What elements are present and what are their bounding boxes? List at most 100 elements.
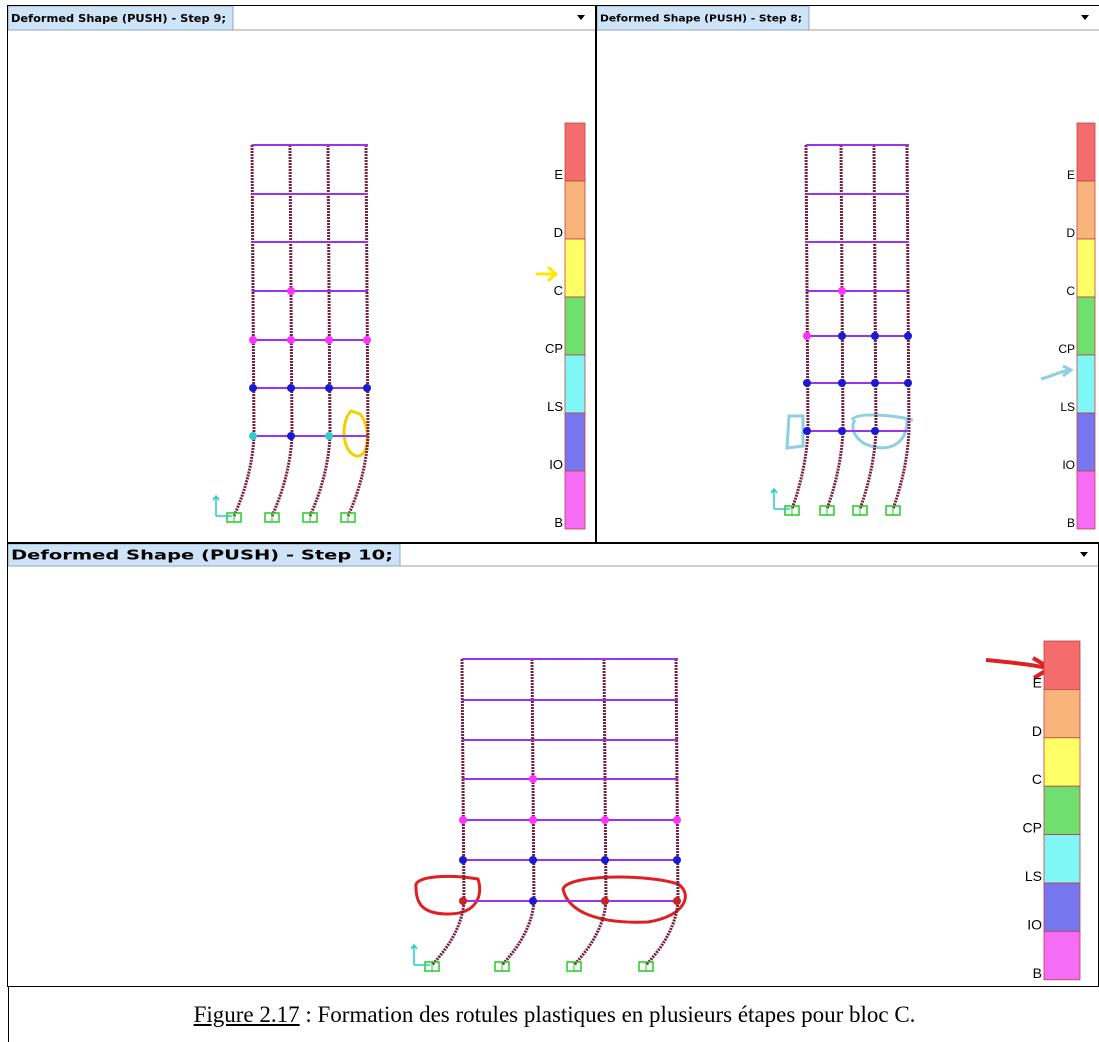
legend-label: LS [547,399,563,414]
column [310,145,330,516]
legend-label: C [1032,771,1042,787]
legend-swatch [1044,641,1080,689]
legend-swatch [1044,883,1080,931]
hinge [529,816,537,824]
legend-label: B [1033,965,1042,981]
legend-swatch [565,123,585,181]
legend-swatch [1077,181,1095,239]
hinge [803,427,811,435]
annotation-arrow [1041,366,1071,379]
legend-label: C [1066,284,1075,298]
legend-label: LS [1060,400,1075,414]
legend-swatch [1044,786,1080,834]
hinge [673,897,681,905]
legend-swatch [1044,835,1080,883]
column [893,145,909,509]
page: Deformed Shape (PUSH) - Step 9;EDCCPLSIO… [0,0,1099,1041]
legend-label: B [1067,516,1075,530]
column [502,659,534,965]
hinge [904,379,912,387]
hinge [838,287,846,295]
hinge [838,332,846,340]
legend-swatch [1077,471,1095,529]
legend-label: E [1067,168,1075,182]
figure-number: Figure 2.17 [194,1002,300,1027]
hinge [803,379,811,387]
column [860,145,876,509]
caption-text: : Formation des rotules plastiques en pl… [300,1002,916,1027]
legend-swatch [565,297,585,355]
hinge [529,775,537,783]
hinge [287,432,295,440]
viewport-canvas: Deformed Shape (PUSH) - Step 9;EDCCPLSIO… [8,6,595,542]
legend-swatch [1077,297,1095,355]
hinge [601,816,609,824]
annotation-arrow [536,267,556,281]
hinge [529,856,537,864]
hinge [673,856,681,864]
annotation-circle [787,416,803,448]
tab-title: Deformed Shape (PUSH) - Step 8; [600,14,802,25]
legend-label: B [554,515,563,530]
viewport-canvas: Deformed Shape (PUSH) - Step 10;EDCCPLSI… [8,544,1098,986]
legend-label: IO [549,457,563,472]
hinge [601,897,609,905]
viewport-canvas: Deformed Shape (PUSH) - Step 8;EDCCPLSIO… [597,6,1099,542]
column [792,145,808,509]
legend-swatch [1044,689,1080,737]
hinge [459,856,467,864]
legend-label: D [554,225,563,240]
hinge [871,427,879,435]
hinge [287,287,295,295]
hinge [904,332,912,340]
hinge [803,332,811,340]
legend-label: CP [1058,342,1075,356]
legend-label: IO [1062,458,1075,472]
column [432,659,464,965]
hinge [249,384,257,392]
hinge [871,332,879,340]
column [272,145,292,516]
legend-label: CP [1023,820,1042,836]
legend-swatch [565,355,585,413]
legend-swatch [1077,123,1095,181]
hinge [838,379,846,387]
hinge [601,856,609,864]
legend-swatch [1044,738,1080,786]
legend-swatch [565,181,585,239]
legend-label: E [1033,674,1042,690]
hinge [529,897,537,905]
legend-label: E [554,167,563,182]
hinge [325,432,333,440]
hinge [673,816,681,824]
legend-swatch [1077,413,1095,471]
legend-label: IO [1027,916,1042,932]
hinge [325,336,333,344]
annotation-circle [344,411,367,456]
legend-label: C [554,283,563,298]
legend-label: D [1032,723,1042,739]
column [827,145,843,509]
legend-swatch [1077,355,1095,413]
legend-label: CP [545,341,563,356]
tab-title: Deformed Shape (PUSH) - Step 10; [11,549,393,564]
hinge [871,379,879,387]
hinge [249,336,257,344]
hinge [287,384,295,392]
hinge [249,432,257,440]
hinge [325,384,333,392]
legend-swatch [1044,931,1080,979]
annotation-circle [563,877,685,922]
hinge [287,336,295,344]
annotation-circle [416,876,480,914]
legend-swatch [565,471,585,529]
column [234,145,254,516]
hinge [838,427,846,435]
legend-swatch [565,239,585,297]
caption: Figure 2.17 : Formation des rotules plas… [8,986,1099,1042]
hinge [459,897,467,905]
hinge [363,384,371,392]
